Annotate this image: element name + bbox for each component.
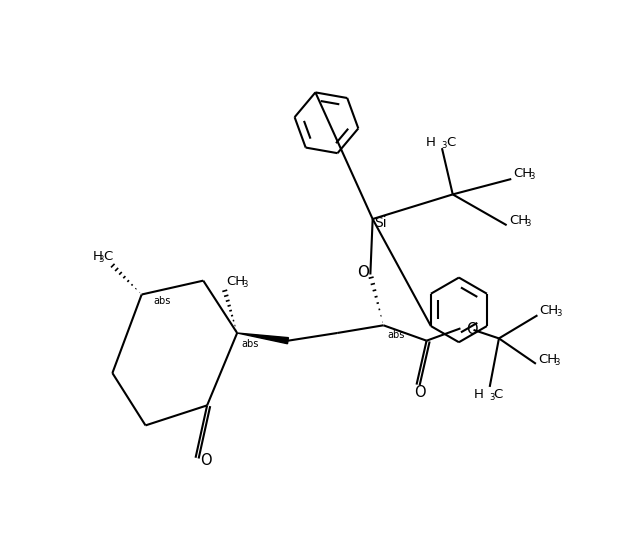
Text: H: H [426, 136, 436, 149]
Text: O: O [200, 453, 212, 468]
Text: CH: CH [538, 353, 557, 366]
Text: Si: Si [374, 216, 387, 230]
Text: 3: 3 [525, 219, 531, 228]
Text: O: O [414, 385, 426, 400]
Text: 3: 3 [99, 255, 104, 264]
Text: O: O [467, 322, 478, 338]
Text: O: O [356, 266, 369, 280]
Text: CH: CH [540, 304, 559, 317]
Text: CH: CH [513, 167, 532, 180]
Polygon shape [237, 333, 289, 344]
Text: C: C [493, 388, 503, 401]
Text: abs: abs [241, 339, 259, 349]
Text: CH: CH [227, 275, 246, 288]
Text: 3: 3 [530, 172, 535, 181]
Text: abs: abs [387, 330, 404, 339]
Text: H: H [474, 388, 484, 401]
Text: 3: 3 [489, 393, 494, 402]
Text: 3: 3 [556, 309, 561, 318]
Text: abs: abs [153, 295, 171, 306]
Text: 3: 3 [441, 140, 447, 150]
Text: CH: CH [509, 214, 528, 227]
Text: C: C [103, 249, 113, 262]
Text: 3: 3 [554, 358, 560, 367]
Text: H: H [93, 249, 103, 262]
Text: C: C [446, 136, 455, 149]
Text: 3: 3 [243, 280, 248, 289]
